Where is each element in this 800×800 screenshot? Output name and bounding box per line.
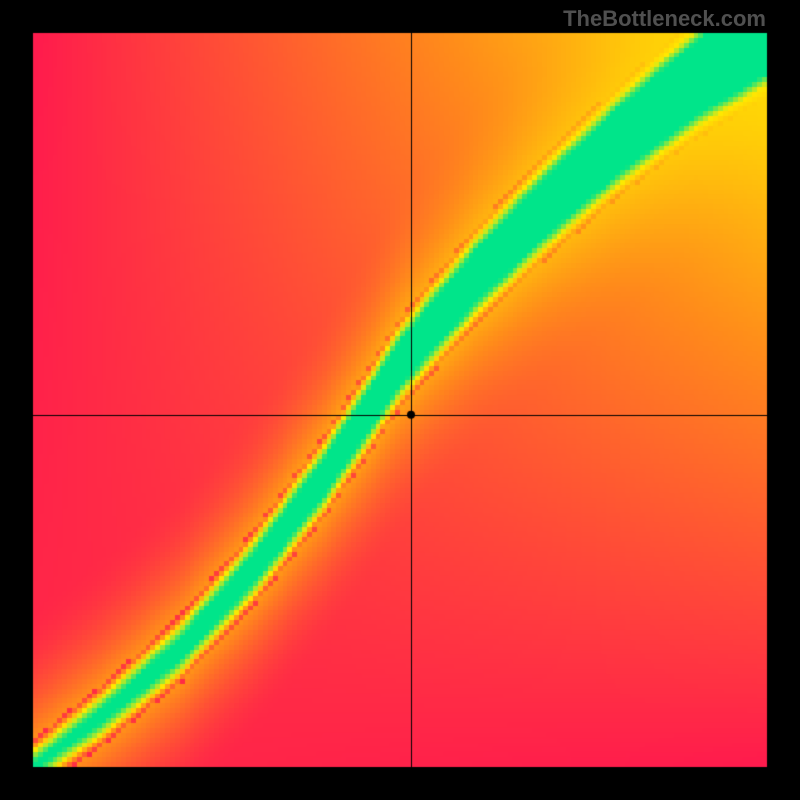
watermark-text: TheBottleneck.com <box>563 6 766 32</box>
bottleneck-heatmap <box>0 0 800 800</box>
